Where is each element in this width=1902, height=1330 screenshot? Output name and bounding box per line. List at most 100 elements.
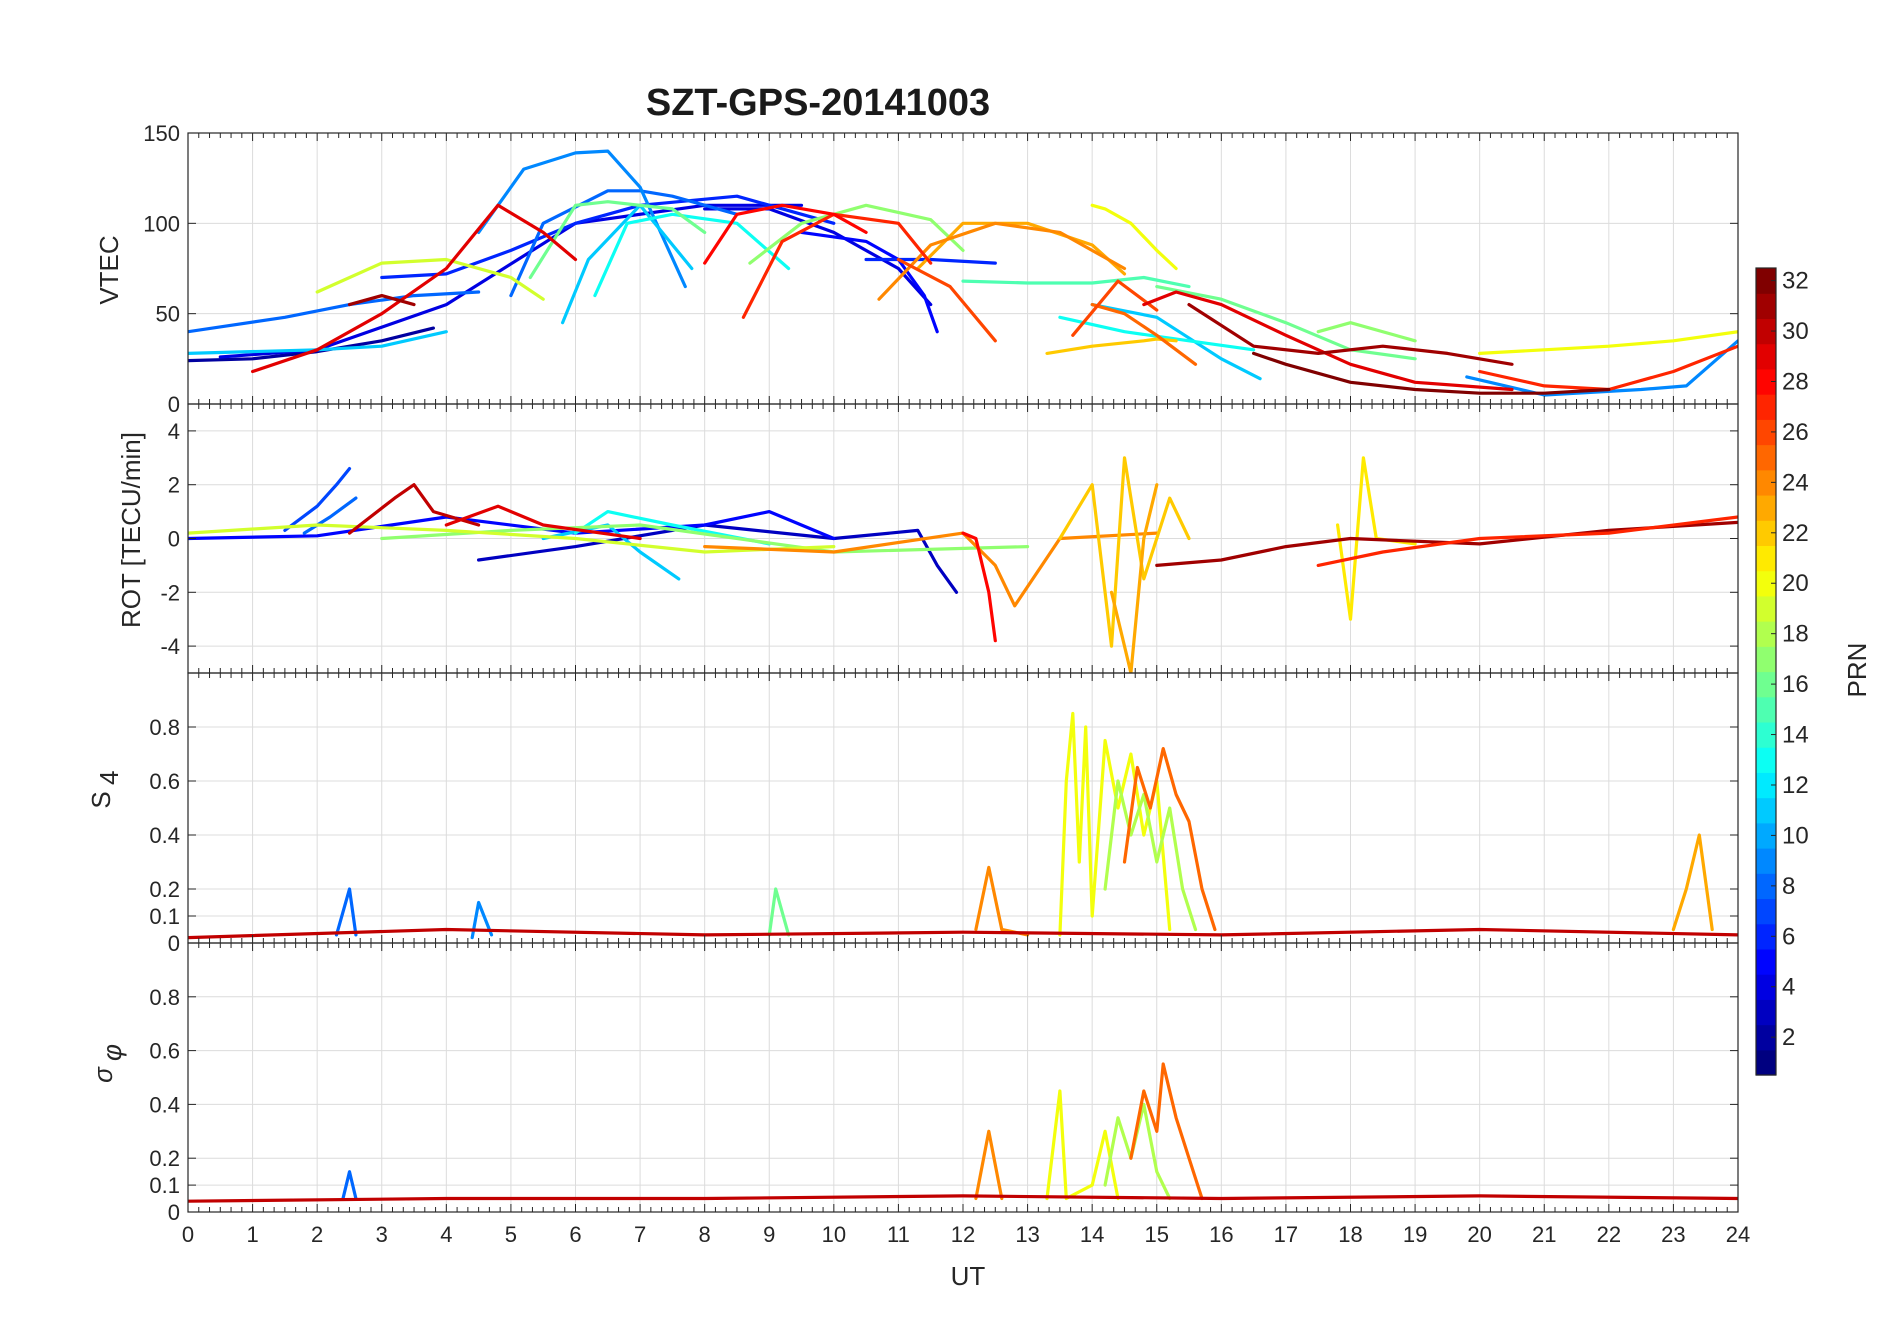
series-prn-31: [1187, 303, 1514, 366]
x-tick-label: 24: [1726, 1222, 1750, 1247]
y-tick-label: 150: [143, 121, 180, 146]
series-prn-29: [1142, 290, 1514, 392]
y-tick-label: 0.2: [149, 877, 180, 902]
series-prn-30: [188, 927, 1738, 940]
colorbar-swatch: [1756, 721, 1776, 748]
x-tick-label: 2: [311, 1222, 323, 1247]
colorbar-swatch: [1756, 646, 1776, 673]
x-tick-label: 14: [1080, 1222, 1104, 1247]
series-prn-20: [1090, 203, 1178, 271]
x-tick-label: 4: [440, 1222, 452, 1247]
x-tick-label: 8: [699, 1222, 711, 1247]
series-prn-22: [1058, 456, 1191, 648]
panel-sigma_phi: 00.10.20.40.60.80 1 2 3 4 5 6 7 8 9 10 11 12 13 14 15 16…: [149, 942, 1750, 1247]
colorbar-swatch: [1756, 545, 1776, 572]
x-tick-label: 7: [634, 1222, 646, 1247]
traces-S4: [188, 711, 1738, 940]
x-tick-label: 9: [763, 1222, 775, 1247]
colorbar-swatch: [1756, 268, 1776, 294]
colorbar-swatch: [1756, 469, 1776, 496]
series-prn-8: [334, 887, 358, 937]
colorbar-tick-label: 18: [1782, 621, 1809, 648]
x-axis-label: UT: [951, 1261, 986, 1291]
y-axis-label-sigma-main: σ: [88, 1066, 118, 1083]
series-prn-17: [1316, 321, 1417, 343]
colorbar-frame: [1755, 267, 1777, 1076]
colorbar-swatch: [1756, 948, 1776, 975]
series-prn-23: [1109, 483, 1159, 673]
colorbar-swatch: [1756, 444, 1776, 471]
y-tick-label: 0.6: [149, 769, 180, 794]
colorbar-swatch: [1756, 595, 1776, 622]
colorbar-swatch: [1756, 898, 1776, 925]
series-prn-20: [1058, 711, 1172, 937]
panel-S4: 00.10.2 0.4 0.6 0.8: [149, 672, 1739, 956]
colorbar-swatch: [1756, 293, 1776, 320]
series-prn-25: [1090, 303, 1198, 366]
y-tick-label: 0.8: [149, 715, 180, 740]
colorbar-swatch: [1756, 671, 1776, 698]
series-prn-8: [341, 1170, 358, 1201]
colorbar-swatch: [1756, 974, 1776, 1000]
x-tick-label: 20: [1467, 1222, 1491, 1247]
x-tick-label: 6: [569, 1222, 581, 1247]
series-prn-8: [509, 189, 739, 298]
y-axis-label-rot: ROT [TECU/min]: [116, 432, 146, 628]
series-prn-6: [380, 194, 836, 280]
series-prn-27: [1316, 515, 1738, 568]
colorbar-tick-label: 16: [1782, 671, 1809, 698]
colorbar-swatch: [1756, 822, 1776, 849]
traces-sigma_phi: [188, 1062, 1738, 1203]
colorbar-swatch: [1756, 570, 1776, 597]
colorbar-swatch: [1756, 368, 1776, 395]
series-prn-31: [347, 294, 416, 307]
x-tick-label: 23: [1661, 1222, 1685, 1247]
series-prn-9: [477, 149, 687, 289]
colorbar-swatch: [1756, 343, 1776, 370]
series-prn-17: [748, 203, 965, 265]
series-prn-4: [703, 207, 933, 307]
colorbar-tick-label: 30: [1782, 318, 1809, 345]
colorbar-tick-label: 8: [1782, 873, 1795, 900]
y-tick-label: 0.1: [149, 904, 180, 929]
series-prn-28: [703, 203, 868, 265]
y-axis-label-s4-sub: 4: [94, 771, 124, 785]
y-tick-label: 0.8: [149, 985, 180, 1010]
colorbar-swatch: [1756, 394, 1776, 420]
series-prn-26: [896, 257, 997, 343]
y-tick-label: -4: [160, 634, 180, 659]
x-tick-label: 16: [1209, 1222, 1233, 1247]
x-tick-label: 15: [1145, 1222, 1169, 1247]
colorbar-swatch: [1756, 318, 1776, 345]
series-prn-29: [251, 203, 578, 374]
panels: 050100150-4-202400.10.20.40.60.800.10.20…: [143, 121, 1750, 1247]
series-prn-15: [961, 275, 1191, 289]
y-tick-label: 2: [168, 473, 180, 498]
colorbar-swatch: [1756, 1049, 1776, 1076]
colorbar-swatch: [1756, 848, 1776, 874]
colorbar-tick-label: 20: [1782, 570, 1809, 597]
series-prn-6: [864, 257, 997, 265]
series-prn-11: [560, 203, 694, 325]
series-prn-7: [283, 467, 352, 533]
series-prn-11: [188, 330, 448, 355]
x-tick-label: 5: [505, 1222, 517, 1247]
colorbar-tick-label: 22: [1782, 520, 1809, 547]
series-prn-9: [470, 900, 494, 940]
series-prn-24: [974, 865, 1030, 937]
colorbar-tick-label: 4: [1782, 974, 1795, 1001]
y-tick-label: 0.4: [149, 823, 180, 848]
series-prn-13: [593, 212, 791, 298]
colorbar-swatch: [1756, 494, 1776, 521]
x-tick-label: 12: [951, 1222, 975, 1247]
series-prn-25: [1129, 1062, 1204, 1201]
y-tick-label: 0: [168, 527, 180, 552]
series-prn-24: [877, 221, 1127, 301]
series-prn-8: [188, 290, 481, 334]
colorbar-tick-label: 24: [1782, 469, 1809, 496]
colorbar-label: PRN: [1842, 643, 1872, 698]
y-tick-label: 0.6: [149, 1039, 180, 1064]
colorbar-tick-label: 2: [1782, 1024, 1795, 1051]
